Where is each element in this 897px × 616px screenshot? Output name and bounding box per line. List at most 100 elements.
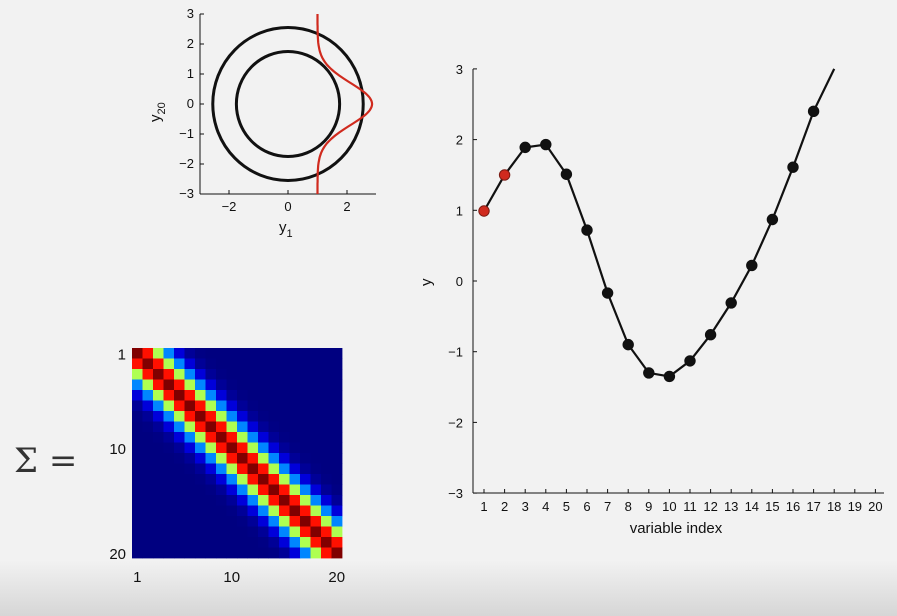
heatmap-cell (310, 495, 322, 506)
heatmap-cell (216, 379, 227, 391)
heatmap-cell (142, 379, 154, 391)
heatmap-cell (300, 411, 311, 422)
heatmap-cell (216, 537, 227, 548)
heatmap-cell (142, 453, 154, 464)
heatmap-cell (310, 400, 322, 412)
heatmap-cell (300, 516, 311, 527)
heatmap-cell (289, 463, 301, 475)
heatmap-cell (132, 484, 143, 496)
heatmap-cell (184, 411, 196, 422)
heatmap-cell (258, 369, 269, 380)
heatmap-cell (237, 516, 248, 527)
heatmap-cell (174, 463, 185, 475)
heatmap-cell (163, 495, 175, 506)
heatmap-cell (174, 547, 185, 559)
heatmap-cell (132, 474, 143, 485)
heatmap-cell (163, 390, 175, 401)
circle-x-tick-label: −2 (222, 199, 237, 214)
heatmap-cell (205, 547, 217, 559)
heatmap-cell (310, 526, 322, 538)
heatmap-cell (216, 516, 227, 527)
heatmap-cell (300, 348, 311, 359)
heatmap-cell (279, 526, 290, 538)
heatmap-col-tick-label: 10 (223, 569, 240, 586)
heatmap-cell (216, 390, 227, 401)
heatmap-cell (142, 516, 154, 527)
heatmap-cell (237, 463, 248, 475)
heatmap-cell (195, 516, 206, 527)
heatmap-cell (289, 516, 301, 527)
heatmap-cell (153, 442, 164, 454)
heatmap-cell (142, 474, 154, 485)
heatmap-cell (300, 495, 311, 506)
heatmap-cell (258, 495, 269, 506)
heatmap-cell (310, 369, 322, 380)
heatmap-cell (184, 474, 196, 485)
heatmap-cell (174, 432, 185, 443)
data-point (601, 287, 614, 299)
heatmap-cell (174, 390, 185, 401)
heatmap-cell (268, 453, 280, 464)
heatmap-cell (132, 411, 143, 422)
heatmap-cell (279, 474, 290, 485)
heatmap-cell (331, 421, 343, 433)
heatmap-cell (153, 505, 164, 517)
heatmap-cell (289, 484, 301, 496)
circle-plot-frame (200, 14, 376, 194)
heatmap-cell (258, 526, 269, 538)
heatmap-cell (300, 484, 311, 496)
heatmap-cell (247, 400, 259, 412)
heatmap-cell (268, 348, 280, 359)
heatmap-cell (321, 526, 332, 538)
heatmap-cell (174, 348, 185, 359)
heatmap-cell (279, 484, 290, 496)
heatmap-cell (310, 411, 322, 422)
heatmap-cell (205, 474, 217, 485)
heatmap-cell (195, 547, 206, 559)
heatmap-cell (142, 411, 154, 422)
heatmap-cell (289, 453, 301, 464)
heatmap-cell (153, 484, 164, 496)
heatmap-cell (163, 547, 175, 559)
heatmap-cell (142, 547, 154, 559)
heatmap-cell (153, 400, 164, 412)
heatmap-cell (268, 390, 280, 401)
data-point (704, 329, 717, 341)
heatmap-cell (300, 442, 311, 454)
heatmap-cell (174, 537, 185, 548)
heatmap-cell (132, 547, 143, 559)
heatmap-cell (300, 453, 311, 464)
heatmap-cell (321, 442, 332, 454)
heatmap-cell (163, 369, 175, 380)
heatmap-cell (300, 547, 311, 559)
heatmap-cell (142, 505, 154, 517)
heatmap-cell (331, 453, 343, 464)
line-x-tick-label: 17 (806, 499, 820, 514)
heatmap-cell (142, 390, 154, 401)
heatmap-cell (195, 421, 206, 433)
heatmap-cell (163, 505, 175, 517)
heatmap-cell (195, 411, 206, 422)
heatmap-cell (153, 526, 164, 538)
heatmap-cell (142, 463, 154, 475)
heatmap-cell (237, 390, 248, 401)
heatmap-cell (268, 463, 280, 475)
heatmap-cell (279, 400, 290, 412)
heatmap-cell (268, 484, 280, 496)
heatmap-cell (195, 526, 206, 538)
heatmap-cell (153, 516, 164, 527)
heatmap-cell (174, 495, 185, 506)
heatmap-cell (205, 442, 217, 454)
heatmap-cell (163, 421, 175, 433)
heatmap-cell (321, 390, 332, 401)
heatmap-cell (195, 400, 206, 412)
heatmap-cell (184, 463, 196, 475)
heatmap-cell (226, 463, 238, 475)
line-x-tick-label: 16 (786, 499, 800, 514)
heatmap-cell (132, 369, 143, 380)
data-point (519, 141, 531, 154)
line-y-tick-label: 3 (456, 62, 463, 77)
heatmap-row-tick-label: 10 (109, 441, 126, 458)
heatmap-cell (163, 348, 175, 359)
